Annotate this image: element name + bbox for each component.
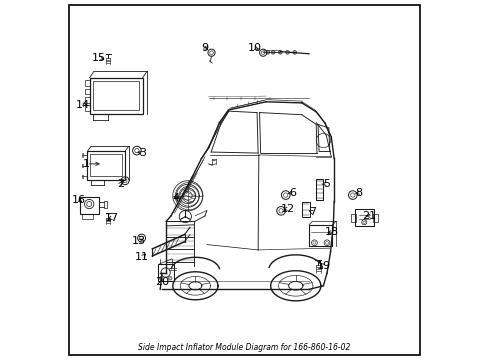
Text: 11: 11 xyxy=(135,252,149,262)
Text: 4: 4 xyxy=(172,193,180,203)
Bar xyxy=(81,164,83,167)
Text: 17: 17 xyxy=(104,213,119,222)
Bar xyxy=(85,97,90,103)
Bar xyxy=(82,214,93,220)
Bar xyxy=(315,179,323,200)
Text: 9: 9 xyxy=(201,43,208,53)
Text: 20: 20 xyxy=(155,277,169,287)
Text: 12: 12 xyxy=(280,204,294,214)
Bar xyxy=(85,105,90,111)
Bar xyxy=(93,81,139,110)
Text: 18: 18 xyxy=(325,227,339,237)
Bar xyxy=(350,215,355,222)
Text: 15: 15 xyxy=(92,53,106,63)
Bar xyxy=(89,78,142,114)
Bar xyxy=(85,89,90,94)
Text: 14: 14 xyxy=(75,100,89,110)
Bar xyxy=(81,153,83,157)
Text: 1: 1 xyxy=(83,159,90,169)
Bar xyxy=(103,201,107,208)
Bar xyxy=(372,215,377,222)
Text: Side Impact Inflator Module Diagram for 166-860-16-02: Side Impact Inflator Module Diagram for … xyxy=(138,343,350,352)
Text: 6: 6 xyxy=(289,188,296,198)
Text: 21: 21 xyxy=(362,211,376,221)
Text: 7: 7 xyxy=(308,207,316,217)
Bar xyxy=(354,209,373,226)
Text: 13: 13 xyxy=(131,236,145,246)
Text: 19: 19 xyxy=(316,261,330,271)
Bar xyxy=(81,175,83,178)
Text: 2: 2 xyxy=(117,179,124,189)
Bar xyxy=(158,264,174,281)
Bar xyxy=(80,197,99,214)
Text: 3: 3 xyxy=(139,148,145,158)
Text: 8: 8 xyxy=(355,188,362,198)
Bar xyxy=(90,154,122,176)
Bar xyxy=(85,80,90,86)
Bar xyxy=(87,151,125,180)
Text: 10: 10 xyxy=(248,43,262,53)
Text: 5: 5 xyxy=(323,179,330,189)
Text: 16: 16 xyxy=(72,195,86,205)
Bar xyxy=(301,202,309,217)
Bar xyxy=(308,225,332,246)
